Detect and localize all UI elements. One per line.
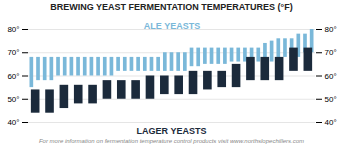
svg-text:80°: 80°	[7, 25, 19, 34]
svg-text:40°: 40°	[7, 118, 19, 126]
svg-text:80°: 80°	[325, 25, 337, 34]
svg-text:60°: 60°	[7, 72, 19, 81]
svg-text:60°: 60°	[325, 72, 337, 81]
html-text:LAGER YEASTS: LAGER YEASTS	[136, 126, 207, 136]
svg-text:50°: 50°	[7, 95, 19, 104]
svg-text:ALE YEASTS: ALE YEASTS	[144, 21, 200, 31]
html-text:For more information on fermen: For more information on fermentation tem…	[38, 138, 305, 144]
svg-text:40°: 40°	[325, 118, 337, 126]
svg-text:70°: 70°	[7, 48, 19, 57]
svg-text:50°: 50°	[325, 95, 337, 104]
svg-text:70°: 70°	[325, 48, 337, 57]
html-text:BREWING YEAST FERMENTATION TEM: BREWING YEAST FERMENTATION TEMPERATURES …	[50, 2, 293, 12]
